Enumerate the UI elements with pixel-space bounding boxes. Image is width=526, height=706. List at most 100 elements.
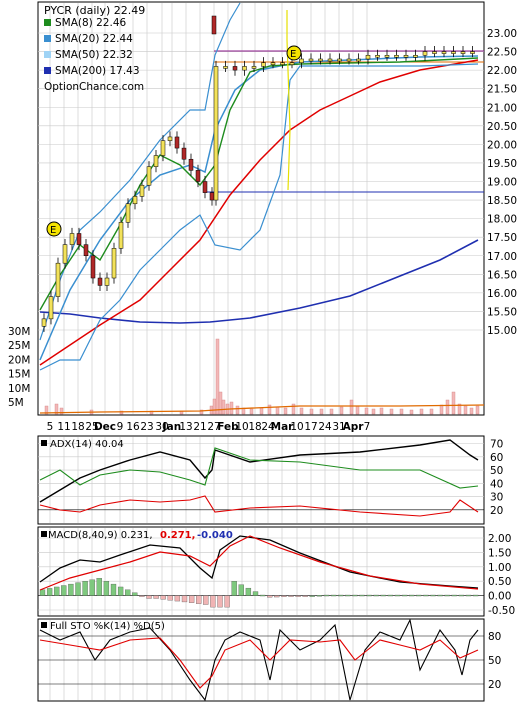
candle-body <box>139 184 145 197</box>
macd-hist-bar <box>401 594 408 597</box>
candle-body <box>441 51 447 54</box>
candle-body <box>394 55 399 58</box>
volume-tick-label: 15M <box>8 369 30 381</box>
price-tick-label: 15.00 <box>487 325 517 337</box>
macd-hist-bar <box>437 594 443 597</box>
candle-body <box>111 248 117 279</box>
adx-tick-label: 70 <box>490 439 503 451</box>
candle-body <box>451 51 456 54</box>
candle-body <box>318 58 323 62</box>
x-tick-label: 11 <box>57 421 70 433</box>
macd-legend: MACD(8,40,9) 0.231, 0.271, -0.040 <box>41 530 233 541</box>
macd-tick-label: 2.00 <box>488 533 511 545</box>
volume-bar <box>215 338 220 415</box>
macd-hist-bar <box>196 595 202 604</box>
macd-hist-bar <box>75 582 81 596</box>
macd-hist-bar <box>288 595 294 597</box>
candle-body <box>232 66 238 71</box>
x-tick-label: Dec <box>94 421 116 433</box>
price-tick-label: 21.00 <box>487 102 517 114</box>
earnings-marker-label-2: E <box>290 49 296 60</box>
macd-tick-label: 1.50 <box>488 547 511 559</box>
macd-hist-bar <box>380 594 386 597</box>
x-tick-label: 25 <box>85 421 98 433</box>
volume-bar <box>319 408 324 415</box>
sma50-line <box>39 59 479 366</box>
sma200-line <box>39 239 479 324</box>
macd-signal-value: 0.271, <box>160 530 195 541</box>
earnings-marker-2: E <box>286 45 302 61</box>
candle-body <box>375 55 380 58</box>
volume-bar <box>267 404 272 415</box>
candle-body <box>76 233 82 245</box>
macd-hist-bar <box>430 594 436 597</box>
macd-tick-label: 1.00 <box>488 562 511 574</box>
macd-hist-bar <box>160 595 166 600</box>
volume-bar <box>419 408 424 415</box>
candle-body <box>327 58 333 62</box>
candle-body <box>356 58 361 62</box>
sto-tick-label: 80 <box>488 631 501 643</box>
volume-bar <box>119 410 124 415</box>
candle-body <box>160 140 166 156</box>
macd-hist-bar <box>387 594 394 597</box>
candle-body <box>90 255 96 279</box>
volume-bar <box>409 409 414 415</box>
macd-hist-bar <box>309 595 315 597</box>
price-tick-label: 22.00 <box>487 65 517 77</box>
candle-body <box>337 58 342 62</box>
adx-panel-frame <box>37 435 485 525</box>
macd-hist-bar <box>188 595 195 603</box>
adx-legend: ADX(14) 40.04 <box>41 439 124 450</box>
macd-hist-bar <box>302 595 308 597</box>
candle-body <box>470 51 475 54</box>
macd-hist-bar <box>82 581 88 596</box>
price-panel-frame <box>37 1 485 416</box>
x-tick-label: 5 <box>47 421 54 433</box>
candle-body <box>213 66 219 201</box>
volume-bar <box>475 405 480 415</box>
macd-hist-bar <box>210 595 216 608</box>
macd-hist-bar <box>174 595 181 602</box>
volume-bar <box>355 405 360 415</box>
macd-hist-bar <box>167 595 173 601</box>
price-tick-label: 18.00 <box>487 214 517 226</box>
candle-body <box>55 262 61 297</box>
macd-title: MACD(8,40,9) 0.231, <box>48 530 153 541</box>
macd-hist-bar <box>153 595 159 599</box>
sto-d-line <box>39 637 479 689</box>
macd-hist-bar <box>394 594 401 597</box>
volume-bar <box>283 407 288 415</box>
x-tick-label: 24 <box>261 421 275 433</box>
volume-bar <box>249 408 254 415</box>
macd-hist-bar <box>295 595 301 597</box>
price-tick-label: 19.00 <box>487 177 517 189</box>
macd-hist-bar <box>416 594 422 597</box>
macd-hist-bar <box>323 594 330 597</box>
legend-label-sma50: SMA(50) 22.32 <box>55 49 133 61</box>
price-tick-label: 23.00 <box>487 28 517 40</box>
price-tick-label: 18.50 <box>487 195 517 207</box>
macd-hist-bar <box>61 585 67 596</box>
macd-hist-bar <box>117 586 124 596</box>
candle-body <box>460 51 466 54</box>
volume-bar <box>218 391 223 415</box>
macd-hist-bar <box>267 595 273 598</box>
x-tick-label: 18 <box>248 421 261 433</box>
candle-body <box>280 62 285 65</box>
x-tick-label: 31 <box>332 421 345 433</box>
x-tick-label: Jan <box>162 421 181 433</box>
volume-bar <box>457 403 462 415</box>
volume-bar <box>371 408 376 415</box>
volume-bar <box>399 408 404 415</box>
candle-body <box>223 66 228 69</box>
x-tick-label: 9 <box>117 421 124 433</box>
adx-tick-label: 40 <box>490 478 503 490</box>
price-tick-label: 17.50 <box>487 232 517 244</box>
price-tick-label: 19.50 <box>487 158 517 170</box>
bollinger-upper <box>39 2 241 341</box>
volume-bar <box>212 398 217 415</box>
macd-signal-line <box>39 535 479 591</box>
